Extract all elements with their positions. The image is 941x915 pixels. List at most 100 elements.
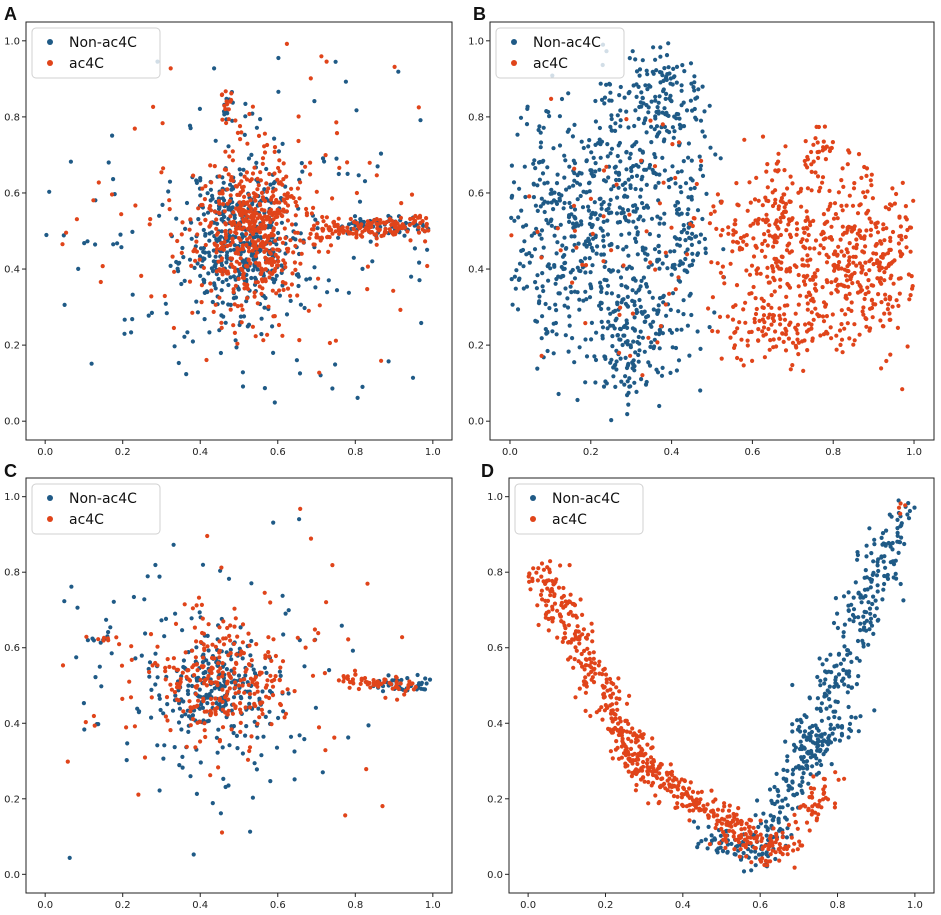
data-point xyxy=(839,337,845,342)
data-point xyxy=(787,250,792,255)
data-point xyxy=(828,722,833,728)
data-point xyxy=(608,311,613,316)
data-point xyxy=(247,662,252,668)
data-point xyxy=(279,268,285,273)
data-point xyxy=(858,628,863,633)
data-point xyxy=(572,276,578,281)
data-point xyxy=(253,242,258,248)
data-point xyxy=(283,711,289,716)
data-point xyxy=(641,218,646,223)
data-point xyxy=(354,190,359,196)
data-point xyxy=(773,856,778,862)
data-point xyxy=(299,161,304,166)
data-point xyxy=(269,197,274,202)
data-point xyxy=(280,208,285,213)
data-point xyxy=(326,249,331,254)
data-point xyxy=(907,225,913,230)
data-point xyxy=(249,638,254,644)
data-point xyxy=(640,335,646,340)
data-point xyxy=(562,261,567,266)
data-point xyxy=(282,261,288,266)
data-point xyxy=(821,237,826,242)
data-point xyxy=(825,688,830,693)
data-point xyxy=(831,216,837,221)
data-point xyxy=(786,788,791,793)
data-point xyxy=(626,769,631,774)
data-point xyxy=(226,144,231,149)
data-point xyxy=(632,299,637,304)
data-point xyxy=(857,233,862,238)
data-point xyxy=(777,336,782,341)
data-point xyxy=(633,278,638,283)
data-point xyxy=(788,320,793,325)
data-point xyxy=(204,658,209,663)
data-point xyxy=(853,715,858,720)
data-point xyxy=(792,748,797,753)
data-point xyxy=(262,131,267,136)
data-point xyxy=(416,225,421,230)
data-point xyxy=(172,344,177,349)
data-point xyxy=(808,772,813,777)
data-point xyxy=(891,281,896,286)
data-point xyxy=(815,696,821,701)
data-point xyxy=(625,294,630,299)
data-point xyxy=(267,270,272,275)
data-point xyxy=(697,240,702,245)
data-point xyxy=(627,156,632,161)
data-point xyxy=(295,186,300,191)
data-point xyxy=(261,734,266,739)
data-point xyxy=(382,680,387,685)
data-point xyxy=(272,314,277,319)
data-point xyxy=(660,261,665,266)
data-point xyxy=(859,175,864,180)
data-point xyxy=(833,709,838,714)
data-point xyxy=(819,762,824,768)
data-point xyxy=(171,325,176,331)
data-point xyxy=(783,348,789,353)
data-point xyxy=(194,645,199,650)
data-point xyxy=(630,288,635,293)
data-point xyxy=(252,195,257,200)
data-point xyxy=(840,224,845,229)
data-point xyxy=(669,225,674,230)
data-point xyxy=(224,260,229,265)
data-point xyxy=(835,253,840,258)
data-point xyxy=(679,88,684,93)
data-point xyxy=(767,233,772,238)
data-point xyxy=(181,658,186,663)
data-point xyxy=(774,219,779,224)
data-point xyxy=(842,622,848,627)
data-point xyxy=(219,245,225,250)
data-point xyxy=(402,692,407,697)
data-point xyxy=(685,252,690,257)
data-point xyxy=(592,661,598,666)
data-point xyxy=(563,603,568,609)
data-point xyxy=(159,618,164,623)
data-point xyxy=(796,764,801,769)
data-point xyxy=(266,260,272,265)
data-point xyxy=(903,234,908,240)
data-point xyxy=(613,362,618,367)
data-point xyxy=(685,230,690,235)
data-point xyxy=(720,264,726,269)
data-point xyxy=(618,719,623,724)
data-point xyxy=(316,235,321,240)
data-point xyxy=(555,240,560,245)
data-point xyxy=(546,628,551,633)
data-point xyxy=(261,338,266,343)
data-point xyxy=(748,223,753,228)
data-point xyxy=(420,219,425,224)
data-point xyxy=(604,680,609,685)
data-point xyxy=(804,209,809,214)
y-tick-label: 0.2 xyxy=(4,794,20,805)
data-point xyxy=(271,226,276,231)
plot-panel-c: 0.0 0.2 0.4 0.6 0.8 1.00.00.20.40.60.81.0 Non-… xyxy=(4,477,453,911)
data-point xyxy=(229,657,234,662)
data-point xyxy=(646,265,651,270)
data-point xyxy=(557,114,563,119)
data-point xyxy=(192,673,197,678)
data-point xyxy=(645,72,650,77)
data-point xyxy=(539,336,544,341)
data-point xyxy=(163,665,168,670)
data-point xyxy=(801,754,806,760)
